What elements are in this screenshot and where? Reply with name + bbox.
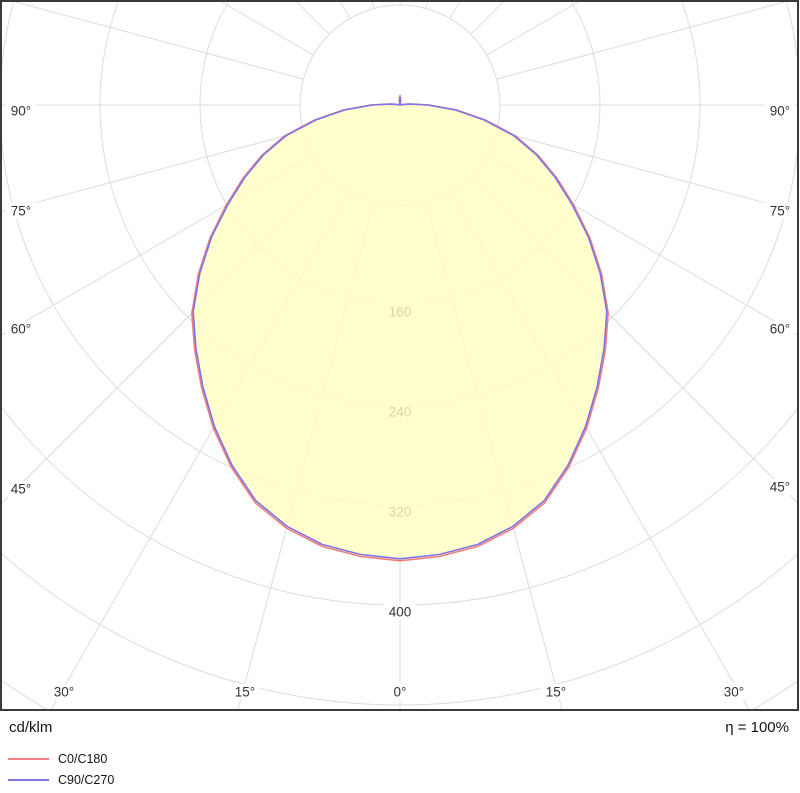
angle-label: 15° [230,684,260,700]
plot-border [0,0,799,711]
grid-ray [2,130,304,213]
svg-text:45°: 45° [770,480,790,495]
svg-text:0°: 0° [394,685,407,700]
polar-plot-area: 16024032040090°75°60°45°90°75°60°45°30°1… [0,0,800,712]
legend-label-c90-c270: C90/C270 [58,772,115,787]
svg-text:30°: 30° [54,685,74,700]
efficiency-label: η = 100% [725,719,789,736]
angle-label: 15° [541,684,571,700]
legend-item-c90-c270: C90/C270 [8,769,800,790]
curve-c90-c270 [192,96,608,560]
legend-line-red-icon [8,757,49,760]
angle-label: 90° [765,103,795,119]
polar-chart-svg: 16024032040090°75°60°45°90°75°60°45°30°1… [0,0,799,711]
angle-label: 0° [385,684,415,700]
grid-ray [496,2,787,80]
legend-item-c0-c180: C0/C180 [8,748,800,769]
grid-ray [13,2,304,80]
svg-text:60°: 60° [770,322,790,337]
grid-ray [2,154,314,336]
angle-label: 75° [6,203,36,219]
grid-ray [470,2,504,35]
angle-label: 60° [765,321,795,337]
svg-text:400: 400 [389,605,412,620]
ring-label: 400 [383,603,417,620]
svg-text:30°: 30° [724,685,744,700]
grid-ray [296,2,330,35]
unit-label: cd/klm [9,719,53,736]
legend: C0/C180 C90/C270 [0,748,800,790]
angle-label: 30° [719,684,749,700]
svg-text:75°: 75° [11,204,31,219]
angle-label: 90° [6,103,36,119]
svg-text:90°: 90° [770,104,790,119]
legend-label-c0-c180: C0/C180 [58,751,108,766]
grid-ray [220,2,314,56]
svg-text:15°: 15° [546,685,566,700]
angle-label: 75° [765,203,795,219]
angle-label: 60° [6,321,36,337]
footer-head: cd/klm η = 100% [0,712,800,736]
svg-text:75°: 75° [770,204,790,219]
legend-line-blue-icon [8,778,49,781]
grid-ray [486,154,797,335]
grid-ray [486,2,580,56]
angle-label: 45° [765,479,795,495]
svg-text:15°: 15° [235,685,255,700]
svg-text:90°: 90° [11,104,31,119]
angle-label: 30° [49,684,79,700]
grid-ray [496,130,797,212]
angle-label: 45° [6,481,36,497]
footer: cd/klm η = 100% C0/C180 C90/C270 [0,712,800,793]
svg-text:45°: 45° [11,482,31,497]
svg-text:60°: 60° [11,322,31,337]
